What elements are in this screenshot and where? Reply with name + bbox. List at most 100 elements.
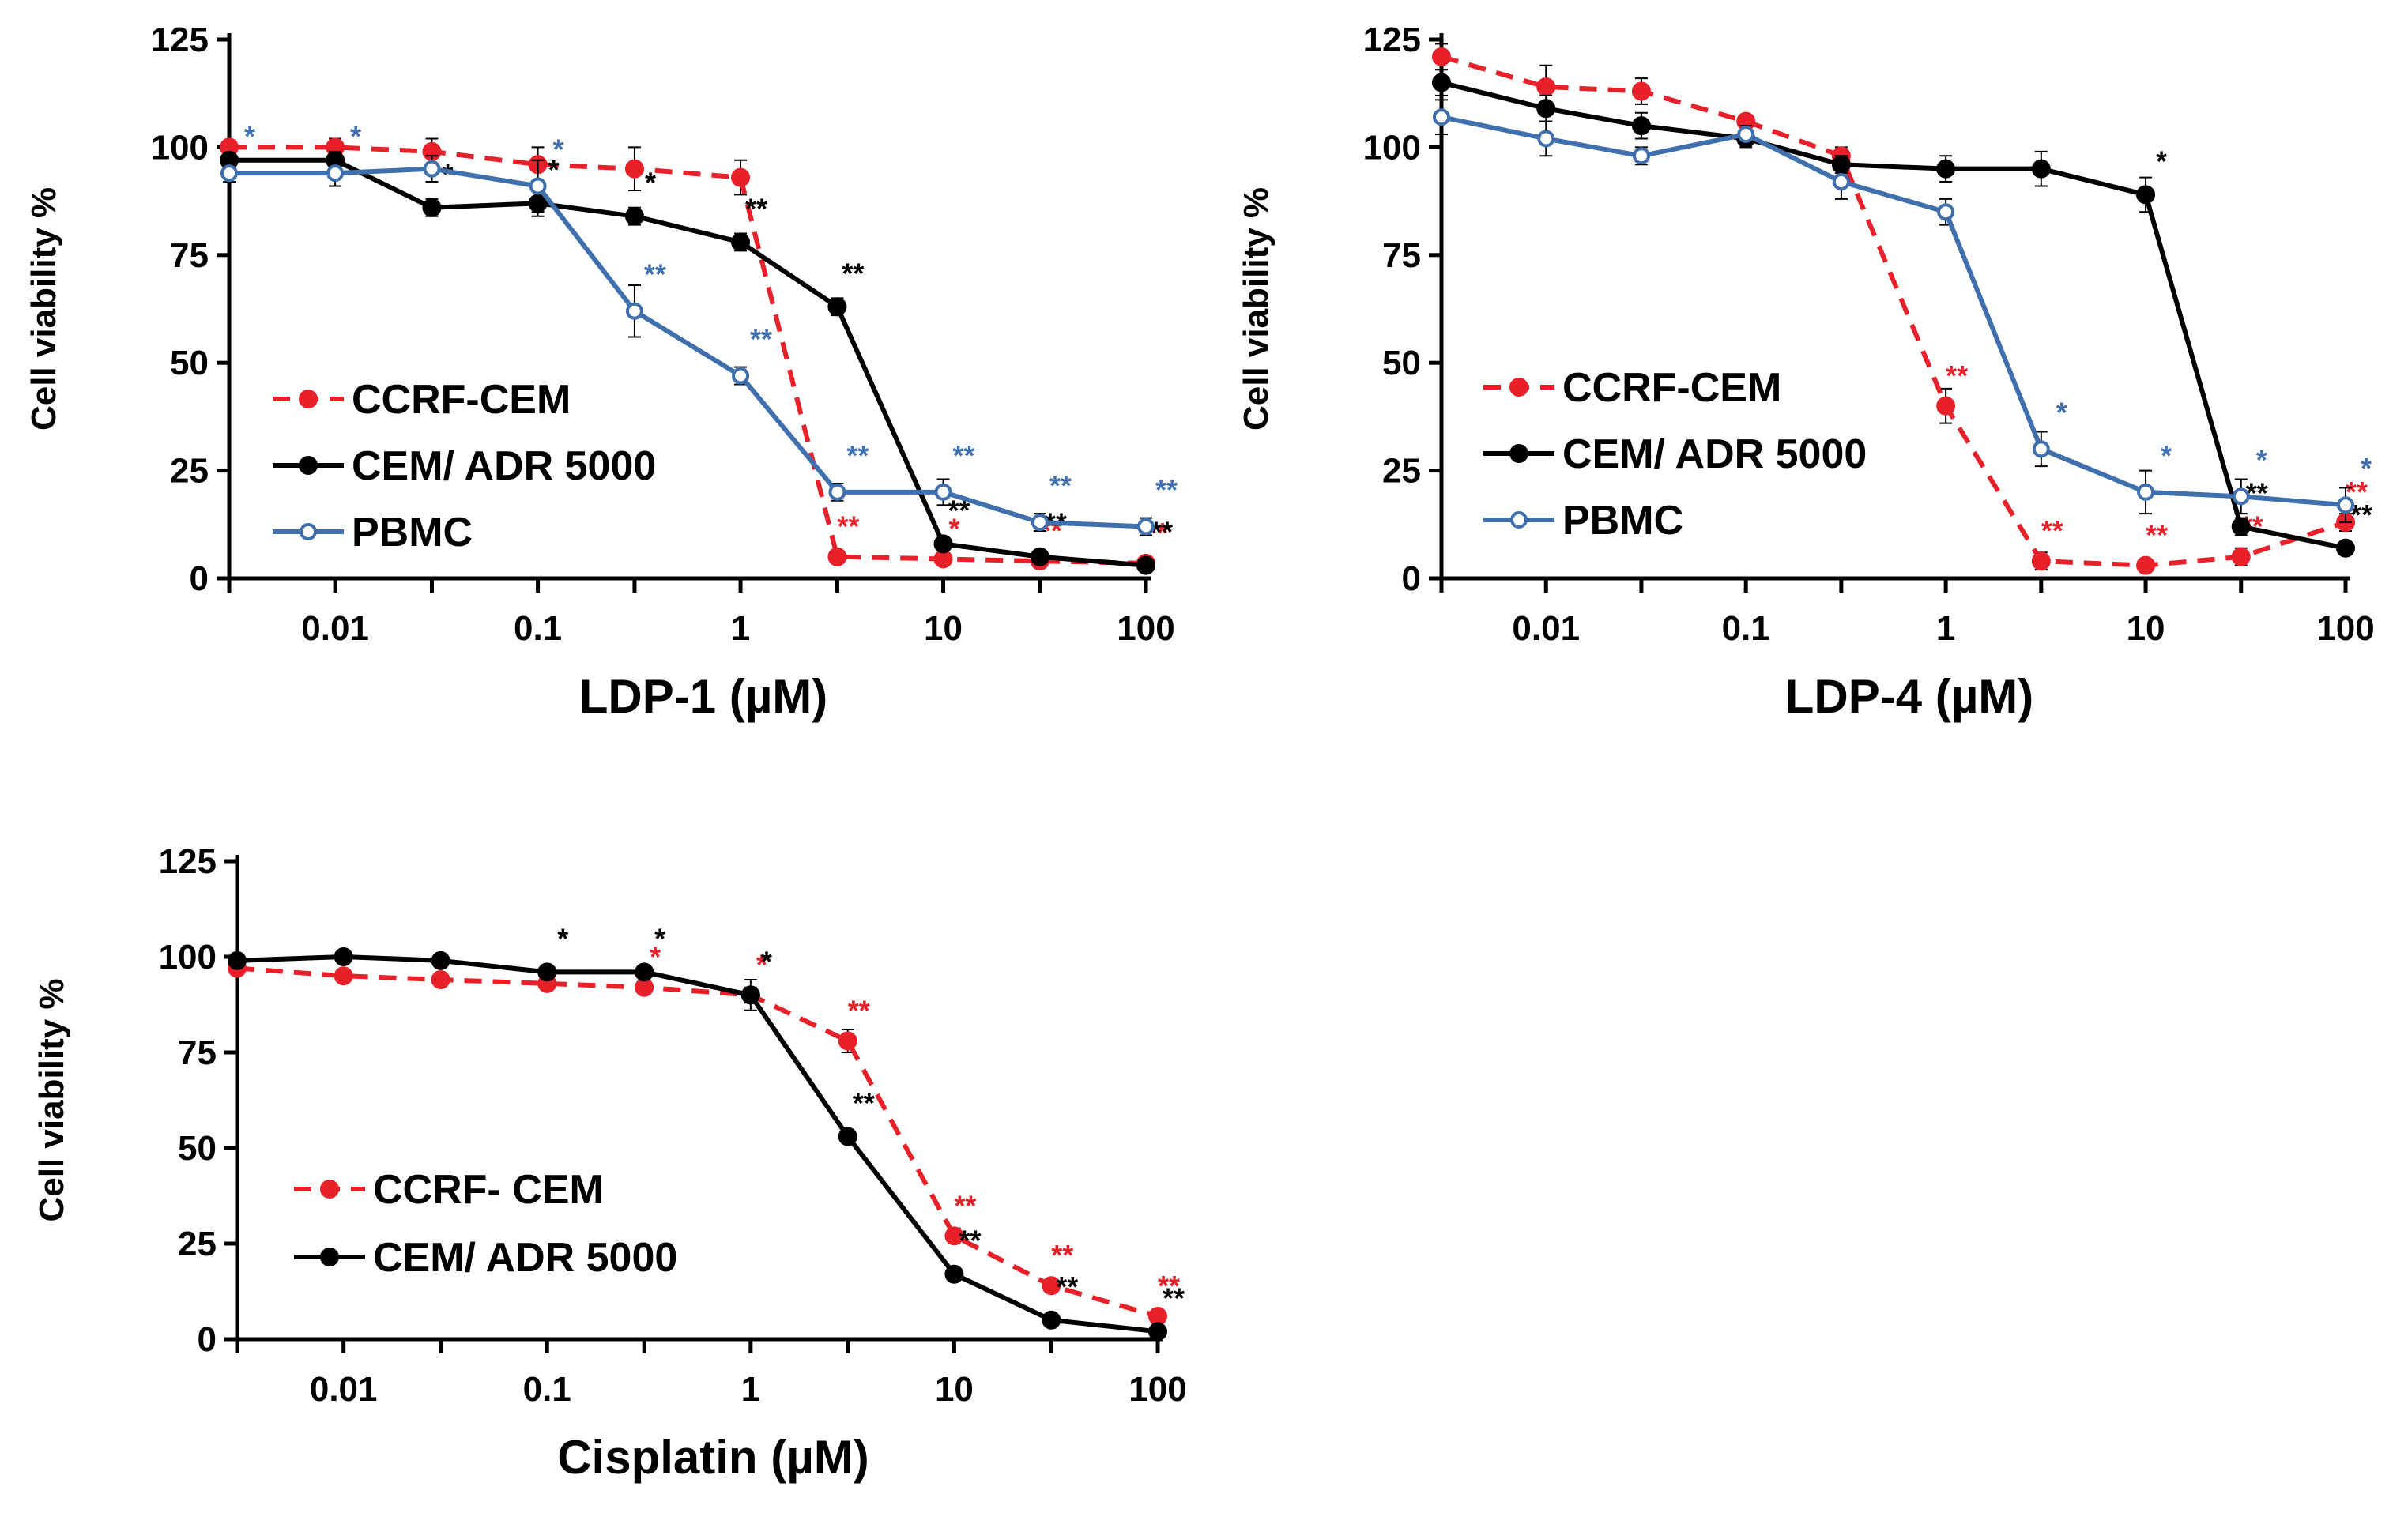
significance-marker: ** xyxy=(2146,519,2168,551)
data-point xyxy=(2031,551,2051,571)
y-tick-label: 125 xyxy=(151,21,209,59)
x-axis-title: LDP-1 (µM) xyxy=(579,670,828,723)
panel-cisplatin: 0 25 50 75 100 125 0.01 0.1 1 10 100 Cisplatin (µM)… xyxy=(32,842,1187,1484)
significance-marker: ** xyxy=(1056,1270,1078,1303)
legend-marker xyxy=(299,390,318,408)
series-line xyxy=(1441,54,2346,568)
x-tick-label: 100 xyxy=(1129,1370,1186,1409)
series-line xyxy=(236,954,1159,1334)
significance-marker: ** xyxy=(848,994,870,1026)
data-point xyxy=(2232,487,2250,506)
x-tick-label: 0.1 xyxy=(523,1370,571,1409)
series-1: * * ******* ** ** xyxy=(220,150,1173,575)
significance-marker: * xyxy=(244,120,255,152)
data-point xyxy=(944,1264,964,1284)
data-point xyxy=(1432,73,1451,92)
y-tick-label: 75 xyxy=(178,1033,217,1072)
data-point xyxy=(1936,159,1956,179)
legend-label: CCRF-CEM xyxy=(352,377,571,423)
significance-marker: ** xyxy=(1163,1282,1185,1314)
data-point xyxy=(934,483,952,501)
data-point xyxy=(2336,538,2355,558)
data-point xyxy=(1148,1322,1167,1342)
significance-marker: * xyxy=(654,922,665,954)
data-point xyxy=(1631,116,1651,136)
legend-marker xyxy=(320,1248,339,1266)
series-0: ********** xyxy=(1432,43,2368,575)
significance-marker: ** xyxy=(1155,474,1178,506)
significance-marker: * xyxy=(548,153,560,186)
data-point xyxy=(2136,555,2156,575)
series-1: ***** xyxy=(1432,69,2372,558)
series-2: * * ******* **** ** xyxy=(220,120,1178,536)
legend-label: PBMC xyxy=(352,510,473,555)
legend-marker xyxy=(320,1180,339,1199)
significance-marker: * xyxy=(761,945,772,977)
x-tick-label: 0.1 xyxy=(1722,609,1770,648)
data-point xyxy=(1137,518,1155,536)
significance-marker: ** xyxy=(1158,1270,1180,1302)
data-point xyxy=(1737,126,1755,144)
data-point xyxy=(625,302,643,320)
data-point xyxy=(2337,496,2354,514)
legend-label: CCRF-CEM xyxy=(1562,365,1781,411)
legend-marker xyxy=(1509,444,1528,463)
x-tick-label: 100 xyxy=(1117,609,1174,648)
y-axis-title: Cell viability % xyxy=(32,978,71,1221)
data-point xyxy=(1632,147,1650,165)
significance-marker: * xyxy=(350,120,361,152)
series-line xyxy=(229,166,1147,529)
data-point xyxy=(1536,99,1556,119)
y-tick-label: 100 xyxy=(159,938,217,977)
series-line xyxy=(1441,115,2346,508)
data-point xyxy=(1031,514,1049,532)
data-point xyxy=(423,160,441,178)
data-point xyxy=(220,164,238,183)
x-axis-title: LDP-4 (µM) xyxy=(1785,670,2034,723)
data-point xyxy=(731,232,751,252)
data-point xyxy=(1042,1310,1061,1330)
series-line xyxy=(236,965,1159,1319)
significance-marker: * xyxy=(2156,145,2167,177)
significance-marker: ** xyxy=(2246,477,2268,510)
data-point xyxy=(431,970,450,990)
y-tick-label: 25 xyxy=(170,452,209,491)
significance-marker: ** xyxy=(745,192,767,224)
significance-marker: * xyxy=(442,158,453,190)
data-point xyxy=(2231,547,2251,566)
data-point xyxy=(838,1127,857,1146)
significance-marker: * xyxy=(645,167,656,199)
panel-ldp4: 0 25 50 75 100 125 0.01 0.1 1 10 100 LDP-4 (µM) Cell… xyxy=(1237,21,2375,723)
significance-marker: * xyxy=(2056,396,2067,428)
x-axis-title: Cisplatin (µM) xyxy=(557,1431,869,1484)
data-point xyxy=(422,198,442,217)
data-point xyxy=(1042,1276,1061,1296)
x-tick-label: 10 xyxy=(924,609,963,648)
legend-marker xyxy=(299,456,318,475)
significance-marker: * xyxy=(2161,439,2172,472)
significance-marker: * xyxy=(2361,452,2372,484)
data-point xyxy=(1030,547,1049,566)
x-tick-label: 1 xyxy=(731,609,750,648)
x-tick-label: 0.01 xyxy=(1512,609,1580,648)
significance-marker: ** xyxy=(842,257,864,289)
y-tick-label: 0 xyxy=(198,1320,217,1359)
data-point xyxy=(624,159,644,179)
y-tick-label: 0 xyxy=(190,559,209,598)
significance-marker: * xyxy=(949,512,960,544)
significance-marker: ** xyxy=(2041,514,2063,547)
y-tick-label: 50 xyxy=(1382,344,1421,382)
significance-marker: ** xyxy=(846,439,869,472)
data-point xyxy=(326,164,345,183)
data-point xyxy=(731,167,751,187)
series-line xyxy=(229,145,1147,566)
significance-marker: ** xyxy=(644,258,666,291)
significance-marker: ** xyxy=(1151,516,1173,548)
legend-marker xyxy=(1510,511,1528,529)
y-tick-label: 50 xyxy=(170,344,209,382)
data-point xyxy=(828,483,846,501)
series-line xyxy=(1441,80,2346,551)
y-axis-title: Cell viability % xyxy=(24,187,63,431)
x-tick-label: 0.01 xyxy=(310,1370,378,1409)
